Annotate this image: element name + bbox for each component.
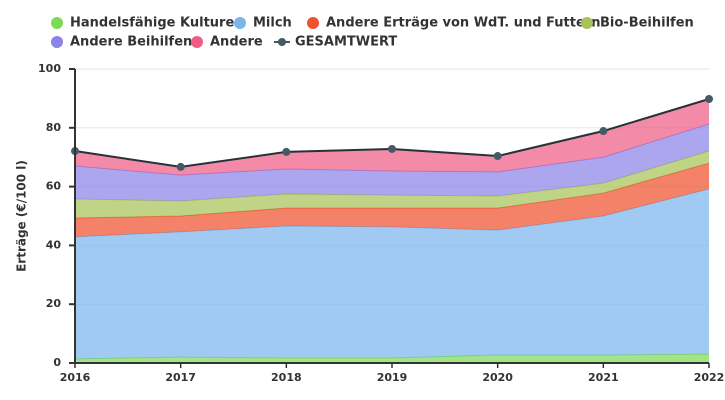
x-tick-label: 2017	[165, 371, 196, 384]
x-tick-label: 2021	[588, 371, 619, 384]
total-point	[599, 127, 608, 136]
y-axis-label: Erträge (€/100 l)	[15, 160, 29, 272]
total-point	[705, 94, 713, 103]
legend-label: Andere Erträge von WdT. und Futtern	[326, 16, 600, 31]
total-point	[176, 162, 185, 171]
area	[75, 98, 709, 176]
legend-label: Bio-Beihilfen	[600, 16, 694, 31]
area	[75, 151, 709, 219]
x-tick-label: 2018	[271, 371, 302, 384]
total-point	[493, 152, 502, 161]
area	[75, 163, 709, 237]
x-tick-label: 2016	[60, 371, 91, 384]
legend-marker	[278, 38, 286, 46]
area	[75, 188, 709, 359]
legend-label: Andere Beihilfen	[70, 35, 192, 50]
y-tick-label: 40	[46, 238, 62, 251]
legend-marker	[581, 17, 593, 29]
y-tick-label: 20	[46, 297, 62, 310]
area	[75, 354, 709, 363]
y-tick-label: 100	[38, 62, 61, 75]
total-point	[282, 147, 291, 156]
x-tick-label: 2022	[694, 371, 725, 384]
area	[75, 123, 709, 202]
legend-label: GESAMTWERT	[295, 35, 397, 50]
legend-label: Handelsfähige Kulturen	[70, 16, 244, 31]
x-tick-label: 2020	[482, 371, 513, 384]
legend-label: Andere	[210, 35, 263, 50]
legend-marker	[191, 36, 203, 48]
legend-label: Milch	[253, 16, 292, 31]
y-tick-label: 0	[53, 356, 61, 369]
legend-marker	[51, 17, 63, 29]
legend-marker	[307, 17, 319, 29]
y-tick-label: 80	[46, 121, 62, 134]
legend-marker	[234, 17, 246, 29]
y-tick-label: 60	[46, 180, 62, 193]
x-tick-label: 2019	[377, 371, 408, 384]
total-point	[388, 144, 396, 153]
legend-marker	[51, 36, 63, 48]
